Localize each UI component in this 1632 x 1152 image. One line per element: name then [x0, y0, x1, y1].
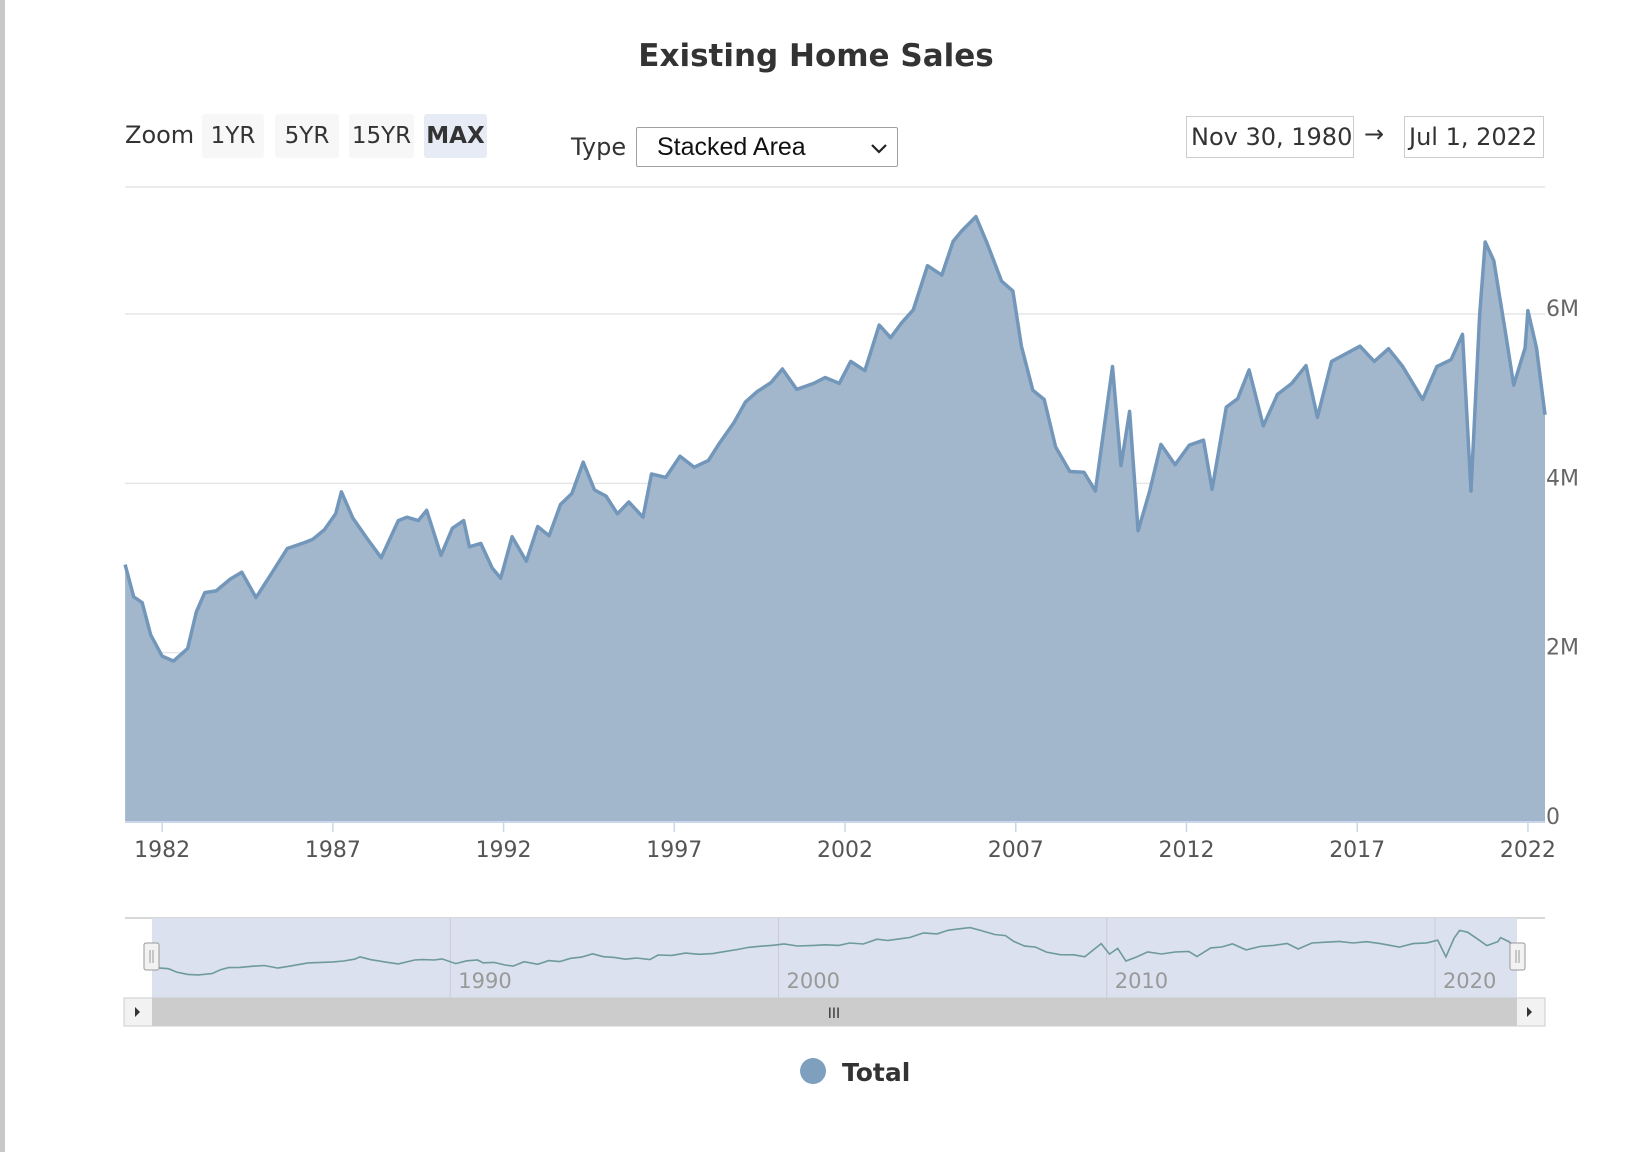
window-left-border — [0, 0, 5, 1152]
scroll-right-arrow[interactable] — [1527, 1007, 1532, 1017]
y-tick-label: 2M — [1546, 636, 1579, 661]
chart-type-value: Stacked Area — [657, 133, 806, 161]
x-tick-label: 1982 — [134, 838, 190, 863]
scrollbar-grip: III — [828, 1006, 840, 1022]
date-from-input[interactable]: Nov 30, 1980 — [1186, 116, 1354, 158]
scrollbar[interactable]: III — [123, 997, 1546, 1027]
x-tick-label: 1997 — [646, 838, 702, 863]
navigator-right-handle[interactable] — [1509, 942, 1526, 971]
scroll-left-arrow[interactable] — [135, 1007, 140, 1017]
chart-title: Existing Home Sales — [638, 38, 994, 74]
navigator-gridlines — [449, 918, 1436, 998]
navigator-tick-labels: 1990 2000 2010 2020 — [458, 969, 1496, 993]
zoom-15yr-button[interactable]: 15YR — [349, 114, 414, 158]
zoom-max-button[interactable]: MAX — [424, 114, 487, 158]
x-axis-ticks: 1982 1987 1992 1997 2002 2007 2012 2017 2022 — [134, 822, 1556, 863]
x-tick-label: 2002 — [817, 838, 873, 863]
navigator-left-handle[interactable] — [143, 942, 160, 971]
series-total-line — [123, 214, 1547, 663]
navigator-tick-label: 1990 — [458, 969, 511, 993]
x-tick-label: 2017 — [1329, 838, 1385, 863]
y-tick-label: 4M — [1546, 466, 1579, 491]
navigator-tick-label: 2020 — [1443, 969, 1496, 993]
y-tick-label: 0 — [1546, 805, 1560, 830]
zoom-label: Zoom — [125, 121, 195, 149]
date-to-input[interactable]: Jul 1, 2022 — [1404, 116, 1544, 158]
y-axis-ticks: 0 2M 4M 6M — [1546, 297, 1579, 830]
x-tick-label: 2012 — [1158, 838, 1214, 863]
x-tick-label: 2022 — [1500, 838, 1556, 863]
date-range-arrow: → — [1364, 120, 1385, 148]
navigator: 1990 2000 2010 2020 — [125, 917, 1545, 998]
navigator-tick-label: 2010 — [1115, 969, 1168, 993]
type-label: Type — [571, 133, 627, 161]
navigator-series-line — [151, 926, 1518, 976]
chevron-down-icon — [871, 144, 887, 154]
x-tick-label: 2007 — [988, 838, 1044, 863]
x-tick-label: 1992 — [476, 838, 532, 863]
legend-total-label: Total — [842, 1058, 911, 1087]
x-tick-label: 1987 — [305, 838, 361, 863]
navigator-selected-range[interactable] — [152, 918, 1517, 998]
chart-type-select[interactable]: Stacked Area — [636, 127, 898, 167]
legend-total-dot-icon — [800, 1058, 826, 1084]
scrollbar-thumb[interactable] — [152, 998, 1517, 1026]
series-total-area — [125, 216, 1546, 823]
navigator-tick-label: 2000 — [786, 969, 839, 993]
zoom-5yr-button[interactable]: 5YR — [275, 114, 339, 158]
y-tick-label: 6M — [1546, 297, 1579, 322]
zoom-1yr-button[interactable]: 1YR — [202, 114, 264, 158]
